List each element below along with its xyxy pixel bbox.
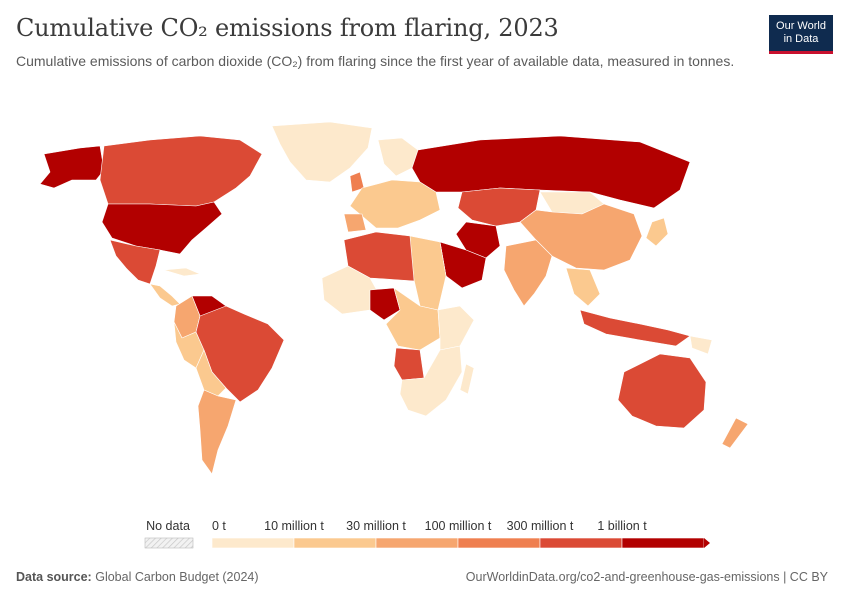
legend-swatch-5[interactable] — [621, 537, 705, 549]
region-nigeria[interactable] — [369, 287, 401, 321]
region-argentina[interactable] — [197, 389, 237, 475]
region-russia[interactable] — [411, 135, 691, 209]
data-source: Data source: Global Carbon Budget (2024) — [16, 570, 259, 584]
region-png[interactable] — [689, 335, 713, 355]
region-se-asia[interactable] — [565, 267, 601, 307]
region-egypt-sudan[interactable] — [409, 235, 447, 311]
legend-tick-label-0: 0 t — [212, 519, 226, 533]
region-new-zealand[interactable] — [721, 417, 749, 449]
data-source-value[interactable]: Global Carbon Budget (2024) — [95, 570, 259, 584]
legend-swatch-3[interactable] — [457, 537, 541, 549]
logo-line-2: in Data — [783, 33, 819, 45]
chart-title: Cumulative CO₂ emissions from flaring, 2… — [16, 14, 559, 42]
region-iberia[interactable] — [343, 213, 367, 233]
legend-swatch-1[interactable] — [293, 537, 377, 549]
legend-swatch-4[interactable] — [539, 537, 623, 549]
region-caribbean[interactable] — [163, 267, 201, 277]
world-map[interactable] — [0, 110, 850, 510]
region-europe[interactable] — [349, 179, 441, 229]
region-alaska[interactable] — [39, 145, 105, 189]
legend-tick-label-5: 1 billion t — [597, 519, 647, 533]
region-central-america[interactable] — [149, 283, 181, 307]
owid-logo[interactable]: Our World in Data — [769, 15, 833, 54]
legend-swatch-0[interactable] — [211, 537, 295, 549]
region-scandinavia[interactable] — [377, 137, 419, 177]
chart-subtitle: Cumulative emissions of carbon dioxide (… — [16, 53, 735, 69]
region-angola[interactable] — [393, 347, 425, 381]
region-east-africa[interactable] — [437, 305, 475, 351]
legend-no-data-swatch — [144, 537, 194, 549]
legend-no-data-label: No data — [146, 519, 190, 533]
footer-url[interactable]: OurWorldinData.org/co2-and-greenhouse-ga… — [465, 570, 828, 584]
region-usa[interactable] — [101, 201, 223, 255]
color-legend: No data 0 t 10 million t 30 million t 100 m… — [144, 519, 710, 549]
legend-tick-label-2: 30 million t — [346, 519, 406, 533]
data-source-label: Data source: — [16, 570, 92, 584]
region-greenland[interactable] — [271, 121, 373, 183]
region-southern-africa[interactable] — [399, 345, 463, 417]
region-madagascar[interactable] — [459, 363, 475, 395]
legend-tick-label-3: 100 million t — [425, 519, 492, 533]
legend-tick-label-1: 10 million t — [264, 519, 324, 533]
legend-tick-label-4: 300 million t — [507, 519, 574, 533]
region-australia[interactable] — [617, 353, 707, 429]
region-india[interactable] — [503, 239, 553, 307]
legend-arrow — [704, 538, 710, 548]
logo-line-1: Our World — [776, 20, 826, 32]
legend-swatch-2[interactable] — [375, 537, 459, 549]
region-indonesia[interactable] — [579, 309, 691, 347]
region-japan[interactable] — [645, 217, 669, 247]
region-canada[interactable] — [99, 135, 263, 207]
